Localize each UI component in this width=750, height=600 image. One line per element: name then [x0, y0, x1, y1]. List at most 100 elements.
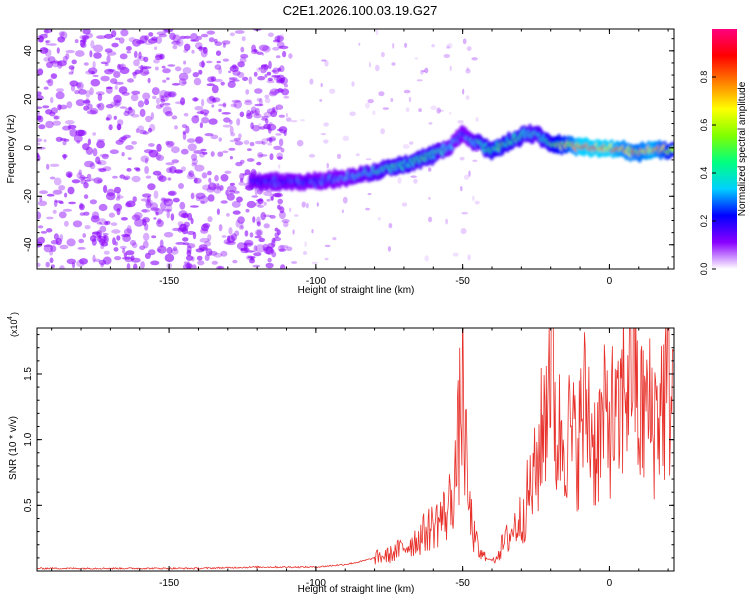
x-tick-label: -100 [306, 276, 326, 287]
noise-blob [229, 32, 235, 37]
noise-blob [246, 250, 255, 253]
noise-blob [143, 71, 150, 75]
noise-blob [192, 264, 197, 269]
noise-blob [113, 71, 121, 78]
noise-blob [212, 97, 217, 103]
snr-frame [36, 327, 675, 572]
noise-blob [390, 97, 394, 103]
noise-blob [201, 117, 210, 124]
noise-blob [122, 234, 131, 242]
noise-blob [206, 60, 213, 64]
noise-blob [37, 200, 48, 207]
noise-blob [159, 94, 165, 101]
noise-blob [306, 202, 309, 209]
noise-blob [228, 147, 236, 151]
noise-blob [272, 67, 280, 75]
noise-blob [115, 37, 121, 41]
noise-blob [308, 153, 316, 158]
noise-blob [275, 133, 282, 136]
noise-blob [113, 115, 118, 120]
x-tick-label: -100 [306, 578, 326, 589]
noise-blob [234, 230, 240, 237]
noise-blob [90, 215, 100, 223]
noise-blob [332, 237, 337, 241]
noise-blob [142, 240, 149, 249]
noise-blob [223, 239, 231, 245]
noise-blob [83, 194, 89, 199]
noise-blob [278, 164, 281, 169]
noise-blob [92, 254, 96, 263]
noise-blob [210, 134, 219, 140]
noise-blob [201, 172, 208, 179]
noise-blob [151, 235, 157, 239]
noise-blob [66, 101, 73, 109]
noise-blob [197, 47, 207, 50]
noise-blob [37, 152, 40, 158]
noise-blob [276, 204, 283, 211]
noise-blob [270, 195, 274, 201]
noise-blob [180, 148, 189, 155]
noise-blob [472, 159, 478, 162]
noise-blob [263, 223, 270, 229]
noise-blob [82, 29, 91, 35]
noise-blob [250, 122, 254, 130]
noise-blob [79, 202, 84, 209]
noise-blob [139, 129, 147, 135]
noise-blob [39, 190, 48, 195]
noise-blob [240, 46, 245, 53]
noise-blob [80, 178, 87, 185]
noise-blob [165, 162, 175, 166]
noise-blob [248, 76, 253, 85]
noise-blob [222, 42, 226, 48]
noise-blob [211, 260, 218, 265]
noise-blob [184, 35, 191, 39]
noise-blob [104, 33, 114, 39]
noise-blob [161, 65, 166, 69]
noise-blob [267, 142, 273, 146]
noise-blob [113, 99, 121, 108]
noise-blob [232, 64, 237, 69]
noise-blob [182, 132, 187, 140]
y-tick-label: 20 [23, 93, 34, 105]
noise-blob [191, 49, 195, 54]
noise-blob [204, 133, 214, 137]
noise-blob [239, 111, 245, 118]
noise-blob [226, 185, 237, 193]
noise-blob [83, 105, 89, 111]
noise-blob [49, 163, 60, 167]
noise-blob [228, 70, 232, 74]
noise-blob [155, 66, 159, 71]
noise-blob [271, 75, 281, 78]
noise-blob [160, 201, 167, 210]
noise-blob [116, 195, 124, 199]
noise-blob [254, 103, 264, 107]
noise-blob [125, 145, 134, 150]
noise-blob [265, 246, 274, 255]
noise-blob [309, 78, 314, 85]
noise-blob [475, 117, 479, 122]
noise-blob [226, 235, 231, 242]
snr-exponent-label: (x10 4 ) [7, 312, 19, 337]
noise-blob [120, 136, 128, 141]
noise-blob [367, 193, 372, 195]
noise-blob [261, 141, 266, 145]
noise-blob [263, 191, 273, 197]
noise-blob [37, 68, 44, 76]
noise-blob [365, 158, 372, 161]
noise-blob [208, 250, 218, 256]
noise-blob [266, 71, 272, 76]
noise-blob [142, 131, 149, 135]
noise-blob [50, 96, 54, 104]
noise-blob [246, 255, 253, 260]
noise-blob [111, 229, 121, 234]
noise-blob [150, 260, 160, 266]
noise-blob [131, 175, 141, 183]
noise-blob [300, 119, 305, 122]
noise-blob [209, 95, 215, 102]
noise-blob [167, 64, 176, 67]
noise-blob [263, 123, 271, 130]
noise-blob [171, 83, 181, 86]
noise-blob [187, 143, 197, 152]
noise-blob [232, 79, 240, 82]
noise-blob [189, 205, 199, 208]
